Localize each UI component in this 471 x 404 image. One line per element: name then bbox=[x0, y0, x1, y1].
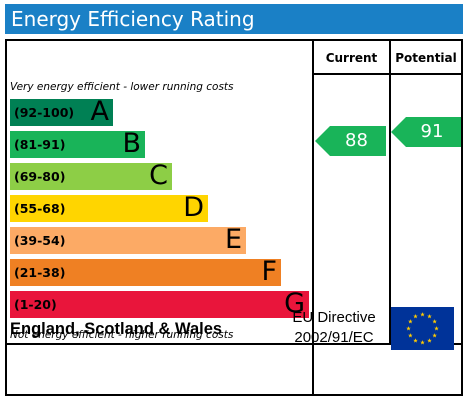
band-d: (55-68) D bbox=[10, 192, 208, 223]
band-range: (21-38) bbox=[14, 265, 66, 280]
band-letter: C bbox=[149, 160, 168, 191]
band-range: (92-100) bbox=[14, 105, 75, 120]
eu-flag-icon bbox=[391, 307, 454, 350]
current-rating-value: 88 bbox=[345, 130, 368, 151]
title-bar: Energy Efficiency Rating bbox=[5, 4, 463, 34]
eu-star-icon bbox=[434, 326, 439, 331]
band-f: (21-38) F bbox=[10, 256, 281, 287]
potential-rating-value: 91 bbox=[420, 121, 444, 142]
bottom-note: Not energy efficient - higher running co… bbox=[10, 329, 234, 341]
eu-star-icon bbox=[413, 338, 418, 343]
potential-rating-arrow: 91 bbox=[391, 117, 461, 147]
potential-column-header: Potential bbox=[395, 51, 457, 65]
eu-directive: EU Directive 2002/91/EC bbox=[279, 308, 389, 348]
band-b: (81-91) B bbox=[10, 128, 145, 159]
eu-star-icon bbox=[413, 313, 418, 319]
eu-star-icon bbox=[406, 326, 411, 331]
top-note: Very energy efficient - lower running co… bbox=[10, 81, 234, 93]
band-letter: G bbox=[284, 288, 305, 319]
band-range: (1-20) bbox=[14, 297, 57, 312]
band-range: (55-68) bbox=[14, 201, 66, 216]
band-letter: E bbox=[224, 224, 242, 255]
band-letter: B bbox=[122, 128, 141, 159]
eu-star-icon bbox=[427, 338, 432, 343]
footer-divider bbox=[7, 343, 461, 345]
eu-star-icon bbox=[420, 340, 425, 345]
eu-star-icon bbox=[427, 313, 432, 319]
rating-table: Current Potential Very energy efficient … bbox=[5, 39, 463, 396]
current-column-divider bbox=[312, 41, 314, 394]
region-label: England, Scotland & Wales bbox=[10, 320, 223, 338]
band-range: (81-91) bbox=[14, 137, 66, 152]
directive-line1: EU Directive bbox=[292, 309, 376, 326]
band-a: (92-100) A bbox=[10, 96, 113, 127]
eu-star-icon bbox=[408, 333, 413, 338]
eu-star-icon bbox=[432, 319, 437, 324]
potential-column-divider bbox=[389, 41, 391, 343]
band-g: (1-20) G bbox=[10, 288, 309, 319]
eu-star-icon bbox=[432, 333, 437, 338]
directive-line2: 2002/91/EC bbox=[294, 329, 374, 346]
band-e: (39-54) E bbox=[10, 224, 246, 255]
band-c: (69-80) C bbox=[10, 160, 172, 191]
current-rating-arrow: 88 bbox=[315, 126, 386, 156]
band-range: (69-80) bbox=[14, 169, 66, 184]
band-letter: F bbox=[261, 256, 277, 287]
current-column-header: Current bbox=[325, 51, 378, 65]
band-letter: D bbox=[183, 192, 204, 223]
eu-star-icon bbox=[420, 312, 425, 317]
header-divider bbox=[312, 73, 461, 75]
eu-star-icon bbox=[408, 319, 413, 324]
band-range: (39-54) bbox=[14, 233, 66, 248]
page-title: Energy Efficiency Rating bbox=[11, 7, 255, 31]
band-letter: A bbox=[90, 96, 109, 127]
